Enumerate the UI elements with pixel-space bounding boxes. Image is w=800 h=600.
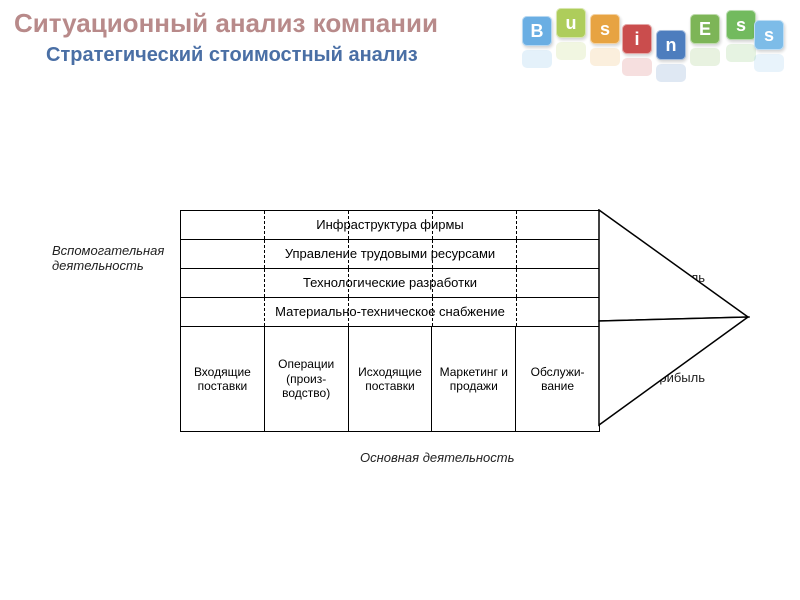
- primary-row: Входящие поставки Операции (произ-водство…: [180, 326, 600, 432]
- primary-cell: Исходящие поставки: [349, 327, 433, 431]
- decor-cube: s: [590, 14, 620, 44]
- primary-cell-label: Операции (произ-водство): [269, 357, 344, 400]
- support-row: Технологические разработки: [180, 268, 600, 297]
- support-row: Материально-техническое снабжение: [180, 297, 600, 326]
- value-chain-diagram: Вспомогательнаядеятельность Основная дея…: [50, 210, 770, 470]
- page-title: Ситуационный анализ компании: [14, 8, 438, 39]
- decor-cube: B: [522, 16, 552, 46]
- support-row-label: Инфраструктура фирмы: [316, 217, 464, 232]
- primary-activities-label: Основная деятельность: [360, 450, 514, 465]
- value-chain-body: Инфраструктура фирмы Управление трудовыми…: [180, 210, 600, 432]
- decor-cube: s: [726, 10, 756, 40]
- decor-cube: E: [690, 14, 720, 44]
- primary-cell-label: Обслужи-вание: [520, 365, 595, 394]
- decor-cube: n: [656, 30, 686, 60]
- primary-cell-label: Входящие поставки: [185, 365, 260, 394]
- decor-cube: i: [622, 24, 652, 54]
- decor-cube: u: [556, 8, 586, 38]
- support-row-label: Управление трудовыми ресурсами: [285, 246, 495, 261]
- support-row: Инфраструктура фирмы: [180, 210, 600, 239]
- primary-cell: Маркетинг и продажи: [432, 327, 516, 431]
- primary-cell: Входящие поставки: [181, 327, 265, 431]
- support-row-label: Технологические разработки: [303, 275, 477, 290]
- support-activities-label: Вспомогательнаядеятельность: [52, 244, 172, 274]
- page-subtitle: Стратегический стоимостный анализ: [46, 44, 418, 67]
- primary-cell: Обслужи-вание: [516, 327, 599, 431]
- support-row-label: Материально-техническое снабжение: [275, 304, 505, 319]
- primary-cell: Операции (произ-водство): [265, 327, 349, 431]
- arrowhead-icon: [598, 209, 750, 427]
- primary-cell-label: Исходящие поставки: [353, 365, 428, 394]
- decor-business-cubes: BusinEss: [522, 6, 782, 86]
- primary-cell-label: Маркетинг и продажи: [436, 365, 511, 394]
- decor-cube: s: [754, 20, 784, 50]
- support-row: Управление трудовыми ресурсами: [180, 239, 600, 268]
